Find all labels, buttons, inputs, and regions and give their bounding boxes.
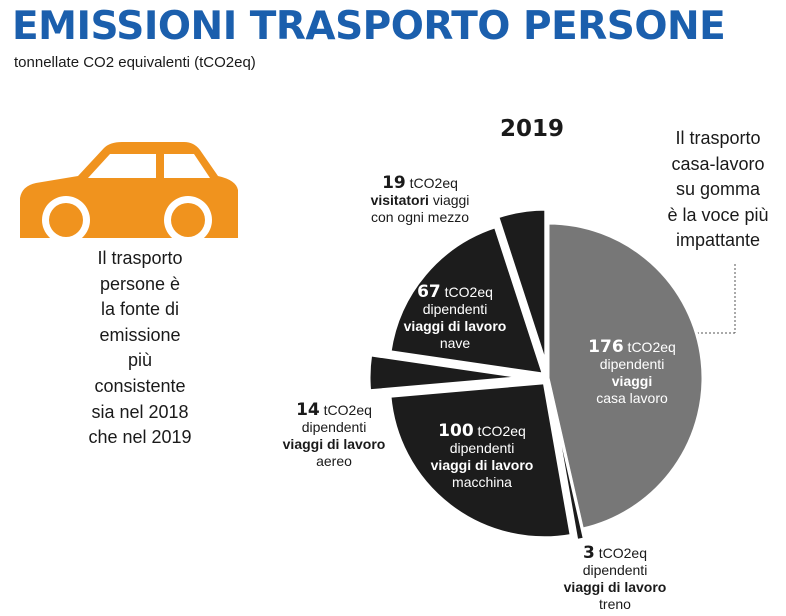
pie-slice-aereo [367,353,525,393]
slice-value: 100 [438,421,474,441]
right-note-line: su gomma [675,179,761,200]
pie-slice-macchina [388,381,573,540]
pie-slice-con-ogni-mezzo [495,207,548,365]
slice-text: dipendenti [583,562,648,578]
slice-text: viaggi di lavoro [283,436,386,452]
left-note-line: consistente [94,375,186,396]
pie-slice-treno [548,387,587,543]
car-wheel-front [49,203,83,237]
slice-value: 19 [382,173,406,193]
slice-text: dipendenti [600,356,665,372]
slice-value: 14 [296,400,320,420]
left-note-line: persone è [99,273,181,294]
left-note-line: Il trasporto [97,248,183,268]
right-note: Il trasporto casa-lavoro su gomma è la v… [648,126,786,254]
slice-text: treno [599,596,631,612]
left-note-line: sia nel 2018 [91,401,189,422]
slice-value: 3 [583,543,595,563]
right-note-line: impattante [675,230,761,251]
pie-slice-casa-lavoro [546,221,705,531]
slice-label: 67 tCO2eq dipendenti viaggi di lavoro nave [404,282,507,351]
car-window-front [88,154,156,178]
slice-text: dipendenti [450,440,515,456]
chart-year-label: 2019 [500,116,565,142]
slice-text: viaggi di lavoro [564,579,667,595]
car-window-rear [164,154,210,178]
slice-value: 67 [417,282,441,302]
slice-unit: tCO2eq [441,284,493,300]
slice-text: visitatori [371,192,429,208]
slice-text: viaggi [429,192,469,208]
right-note-line: casa-lavoro [671,153,765,174]
slice-unit: tCO2eq [474,423,526,439]
slice-text: dipendenti [423,301,488,317]
right-note-line: Il trasporto [675,128,761,148]
slice-text: nave [440,335,471,351]
right-note-line: è la voce più [667,204,769,225]
slice-text: macchina [452,474,512,490]
car-icon [20,142,238,240]
left-note-line: emissione [99,324,181,345]
slice-unit: tCO2eq [595,545,647,561]
slice-label: 176 tCO2eq dipendenti viaggi casa lavoro [588,337,676,406]
slice-text: aereo [316,453,352,469]
slice-label: 100 tCO2eq dipendenti viaggi di lavoro macc… [431,421,534,490]
page-subtitle: tonnellate CO2 equivalenti (tCO2eq) [14,54,256,71]
slice-text: dipendenti [302,419,367,435]
left-note: Il trasporto persone è la fonte di emiss… [60,246,220,451]
slice-unit: tCO2eq [406,175,458,191]
left-note-line: la fonte di [100,299,180,320]
pie-slice-nave [388,224,546,376]
slice-label: 19 tCO2eq visitatori viaggi con ogni mezzo [371,173,470,225]
slice-label: 3 tCO2eq dipendenti viaggi di lavoro treno [564,543,667,612]
slice-unit: tCO2eq [320,402,372,418]
slice-label: 14 tCO2eq dipendenti viaggi di lavoro aereo [283,400,386,469]
left-note-line: più [127,350,153,371]
left-note-line: che nel 2019 [88,427,192,448]
slice-text: viaggi di lavoro [404,318,507,334]
slice-text: con ogni mezzo [371,209,469,225]
slice-text: casa lavoro [596,390,668,406]
car-wheel-rear [171,203,205,237]
slice-unit: tCO2eq [624,339,676,355]
slice-value: 176 [588,337,624,357]
slice-text: viaggi di lavoro [431,457,534,473]
page-title: EMISSIONI TRASPORTO PERSONE [12,4,726,49]
slice-text: viaggi [612,373,652,389]
